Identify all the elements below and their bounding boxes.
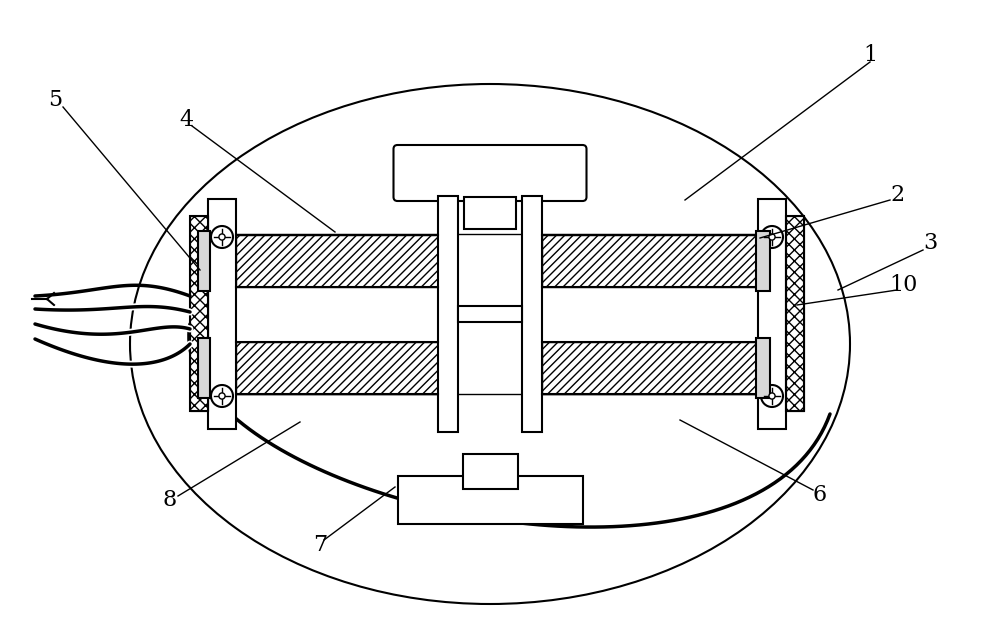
Bar <box>190 216 208 411</box>
Text: 2: 2 <box>890 184 904 206</box>
Bar <box>522 196 542 432</box>
Text: 8: 8 <box>163 489 177 511</box>
Circle shape <box>769 234 775 240</box>
Text: 4: 4 <box>179 109 193 131</box>
Text: 3: 3 <box>923 232 937 254</box>
Bar <box>198 338 210 398</box>
Bar <box>236 235 438 287</box>
FancyBboxPatch shape <box>394 145 586 201</box>
Bar <box>756 338 770 398</box>
Bar <box>464 197 516 229</box>
Circle shape <box>219 393 225 399</box>
Bar <box>398 476 582 524</box>
Bar <box>462 454 518 489</box>
Text: 6: 6 <box>813 484 827 506</box>
Circle shape <box>761 385 783 407</box>
Bar <box>542 342 758 394</box>
Bar <box>786 216 804 411</box>
Text: 1: 1 <box>863 44 877 66</box>
Circle shape <box>211 226 233 248</box>
Text: 10: 10 <box>890 274 918 296</box>
Circle shape <box>769 393 775 399</box>
Bar <box>758 199 786 429</box>
Bar <box>786 216 804 411</box>
Ellipse shape <box>130 84 850 604</box>
Bar <box>438 196 458 432</box>
Bar <box>458 306 522 322</box>
Bar <box>190 216 208 411</box>
Circle shape <box>211 385 233 407</box>
Bar <box>198 231 210 291</box>
Bar <box>756 231 770 291</box>
Circle shape <box>219 234 225 240</box>
Bar <box>236 342 438 394</box>
Circle shape <box>761 226 783 248</box>
Bar <box>542 235 758 287</box>
Text: 5: 5 <box>48 89 62 111</box>
Text: 7: 7 <box>313 534 327 556</box>
Bar <box>208 199 236 429</box>
